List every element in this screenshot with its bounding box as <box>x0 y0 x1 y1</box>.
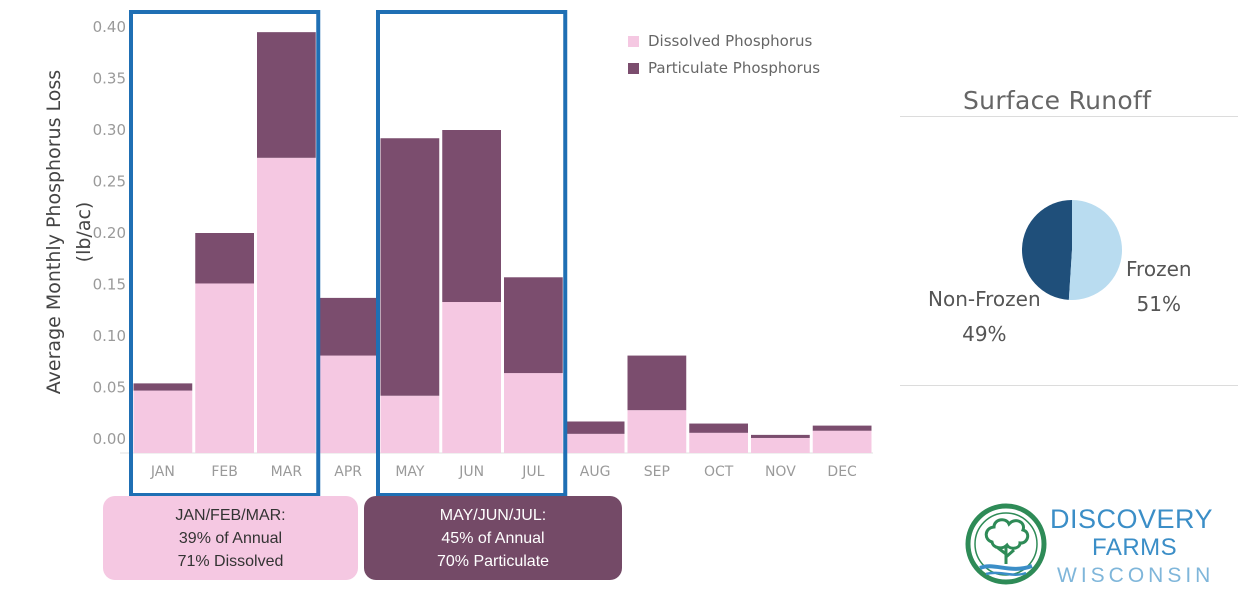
pie-label-frozen-name: Frozen <box>1126 257 1192 281</box>
bar-series <box>133 32 872 453</box>
x-tick-label-jul: JUL <box>521 464 544 480</box>
bar-particulate-dec <box>812 425 872 431</box>
callout-may-jun-jul: MAY/JUN/JUL: 45% of Annual 70% Particula… <box>364 496 622 580</box>
logo-text-wisconsin: WISCONSIN <box>1057 564 1215 587</box>
pie-slice-non-frozen <box>1022 200 1072 300</box>
x-tick-label-sep: SEP <box>644 464 670 480</box>
discovery-farms-logo: DISCOVERY FARMS WISCONSIN <box>962 502 1232 587</box>
x-tick-label-mar: MAR <box>271 464 303 480</box>
callout-2-line-3: 70% Particulate <box>436 552 550 570</box>
bar-particulate-aug <box>565 421 625 434</box>
x-axis-tick-labels: JAN FEB MAR APR MAY JUN JUL AUG SEP OCT NOV DEC <box>150 464 857 480</box>
x-tick-label-aug: AUG <box>580 464 611 480</box>
pie-divider-bottom <box>900 385 1238 386</box>
bar-particulate-jun <box>442 130 501 303</box>
legend: Dissolved Phosphorus Particulate Phosphor… <box>628 32 820 77</box>
bar-dissolved-nov <box>751 437 810 453</box>
y-tick-label: 0.20 <box>93 224 126 242</box>
tree-logo-icon <box>965 503 1047 585</box>
x-tick-label-apr: APR <box>334 464 362 480</box>
pie-slices <box>1022 200 1123 300</box>
x-tick-label-dec: DEC <box>827 464 857 480</box>
highlight-box-1 <box>129 10 321 497</box>
callout-1-line-1: JAN/FEB/MAR: <box>175 506 286 524</box>
bar-dissolved-sep <box>627 410 687 453</box>
logo-text-discovery: DISCOVERY <box>1050 504 1214 534</box>
y-axis-ticks: 0.00 0.05 0.10 0.15 0.20 0.25 0.30 0.35 0.40 <box>93 18 126 448</box>
pie-chart <box>1022 200 1123 300</box>
x-tick-label-feb: FEB <box>211 464 238 480</box>
bar-particulate-feb <box>195 233 254 284</box>
legend-swatch-1 <box>628 36 639 47</box>
y-axis-label-line-1: Average Monthly Phosphorus Loss <box>43 70 65 394</box>
pie-label-non-frozen-value: 49% <box>962 322 1007 346</box>
callout-jan-feb-mar: JAN/FEB/MAR: 39% of Annual 71% Dissolved <box>103 496 358 580</box>
callout-1-line-2: 39% of Annual <box>178 529 283 547</box>
bar-dissolved-may <box>380 395 440 453</box>
y-axis-label-line-2: (lb/ac) <box>73 202 95 263</box>
callout-1-line-3: 71% Dissolved <box>177 552 284 570</box>
pie-label-frozen: Frozen 51% <box>1126 252 1192 322</box>
logo-text-farms: FARMS <box>1092 534 1178 561</box>
y-tick-label: 0.40 <box>93 18 126 36</box>
bar-dissolved-jan <box>133 390 193 453</box>
y-tick-label: 0.30 <box>93 121 126 139</box>
x-tick-label-jan: JAN <box>150 464 175 480</box>
bar-dissolved-mar <box>257 157 316 453</box>
bar-dissolved-apr <box>318 355 378 453</box>
y-tick-label: 0.15 <box>93 276 126 294</box>
legend-label-2: Particulate Phosphorus <box>648 59 820 77</box>
legend-swatch-2 <box>628 63 639 74</box>
y-axis-label: Average Monthly Phosphorus Loss (lb/ac) <box>43 70 95 394</box>
bar-particulate-jul <box>504 277 563 374</box>
pie-label-non-frozen: Non-Frozen 49% <box>928 282 1041 352</box>
y-tick-label: 0.35 <box>93 70 126 88</box>
bar-dissolved-oct <box>689 432 748 453</box>
highlight-box-2 <box>376 10 568 497</box>
pie-label-non-frozen-name: Non-Frozen <box>928 287 1041 311</box>
pie-label-frozen-value: 51% <box>1136 292 1181 316</box>
bar-particulate-jan <box>133 383 193 391</box>
y-tick-label: 0.05 <box>93 379 126 397</box>
bar-particulate-mar <box>257 32 316 158</box>
callout-2-line-1: MAY/JUN/JUL: <box>439 506 547 524</box>
x-tick-label-nov: NOV <box>765 464 796 480</box>
x-tick-label-oct: OCT <box>704 464 734 480</box>
bar-dissolved-dec <box>812 430 872 453</box>
bar-dissolved-feb <box>195 283 254 453</box>
bar-dissolved-jul <box>504 373 563 453</box>
pie-slice-frozen <box>1068 200 1123 300</box>
stacked-bar-chart: 0.00 0.05 0.10 0.15 0.20 0.25 0.30 0.35 0.40 JAN… <box>43 10 873 497</box>
pie-divider-top <box>900 116 1238 117</box>
callout-2-line-2: 45% of Annual <box>441 529 545 547</box>
legend-label-1: Dissolved Phosphorus <box>648 32 813 50</box>
y-tick-label: 0.25 <box>93 173 126 191</box>
highlight-boxes <box>129 10 568 497</box>
bar-dissolved-aug <box>565 433 625 453</box>
y-tick-label: 0.00 <box>93 430 126 448</box>
bar-particulate-apr <box>318 297 378 356</box>
bar-particulate-sep <box>627 355 687 411</box>
bar-particulate-may <box>380 138 440 396</box>
x-tick-label-may: MAY <box>395 464 425 480</box>
y-tick-label: 0.10 <box>93 327 126 345</box>
bar-dissolved-jun <box>442 302 501 453</box>
bar-particulate-oct <box>689 423 748 433</box>
x-tick-label-jun: JUN <box>458 464 484 480</box>
pie-chart-title: Surface Runoff <box>963 86 1152 115</box>
bar-particulate-nov <box>751 434 810 438</box>
